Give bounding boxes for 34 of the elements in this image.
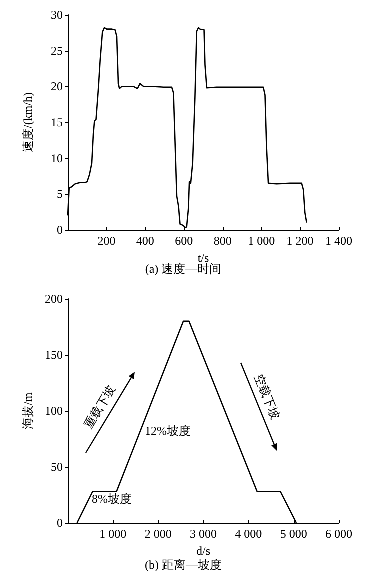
- y-tick-label: 15: [51, 116, 63, 130]
- x-tick-label: 200: [98, 234, 116, 248]
- y-tick-label: 0: [57, 516, 63, 530]
- y-tick-label: 50: [51, 460, 63, 474]
- x-tick-label: 1 000: [100, 527, 127, 541]
- y-tick-label: 10: [51, 151, 63, 166]
- x-tick-label: 800: [214, 234, 232, 248]
- annotation: 8%坡度: [92, 492, 132, 506]
- x-tick-label: 1 200: [286, 234, 314, 248]
- y-axis-title: 海拔/m: [21, 392, 35, 430]
- annotation: 重载下坡: [82, 382, 118, 432]
- x-tick-label: 2 000: [144, 527, 172, 541]
- y-tick-label: 0: [57, 223, 63, 237]
- x-tick-label: 400: [136, 234, 154, 248]
- text: (a) 速度—时间: [145, 262, 222, 276]
- x-axis-title: d/s: [196, 544, 211, 558]
- annotation: 12%坡度: [145, 424, 191, 438]
- y-axis-title: 速度/(km/h): [21, 92, 35, 152]
- x-tick-label: 5 000: [280, 527, 308, 541]
- y-tick-label: 25: [51, 44, 63, 58]
- annotation: 空载下坡: [252, 372, 282, 422]
- text: (b) 距离—坡度: [145, 558, 222, 572]
- y-tick-label: 5: [57, 187, 63, 202]
- y-tick-label: 200: [45, 292, 63, 306]
- y-tick-label: 30: [51, 8, 63, 22]
- x-tick-label: 1 400: [326, 234, 352, 248]
- x-tick-label: 6 000: [326, 527, 352, 541]
- y-tick-label: 20: [51, 80, 63, 94]
- x-tick-label: 4 000: [235, 527, 262, 541]
- y-tick-label: 150: [45, 348, 63, 362]
- x-tick-label: 600: [175, 234, 194, 248]
- x-tick-label: 3 000: [190, 527, 217, 541]
- x-tick-label: 1 000: [248, 234, 276, 248]
- y-tick-label: 100: [45, 404, 63, 418]
